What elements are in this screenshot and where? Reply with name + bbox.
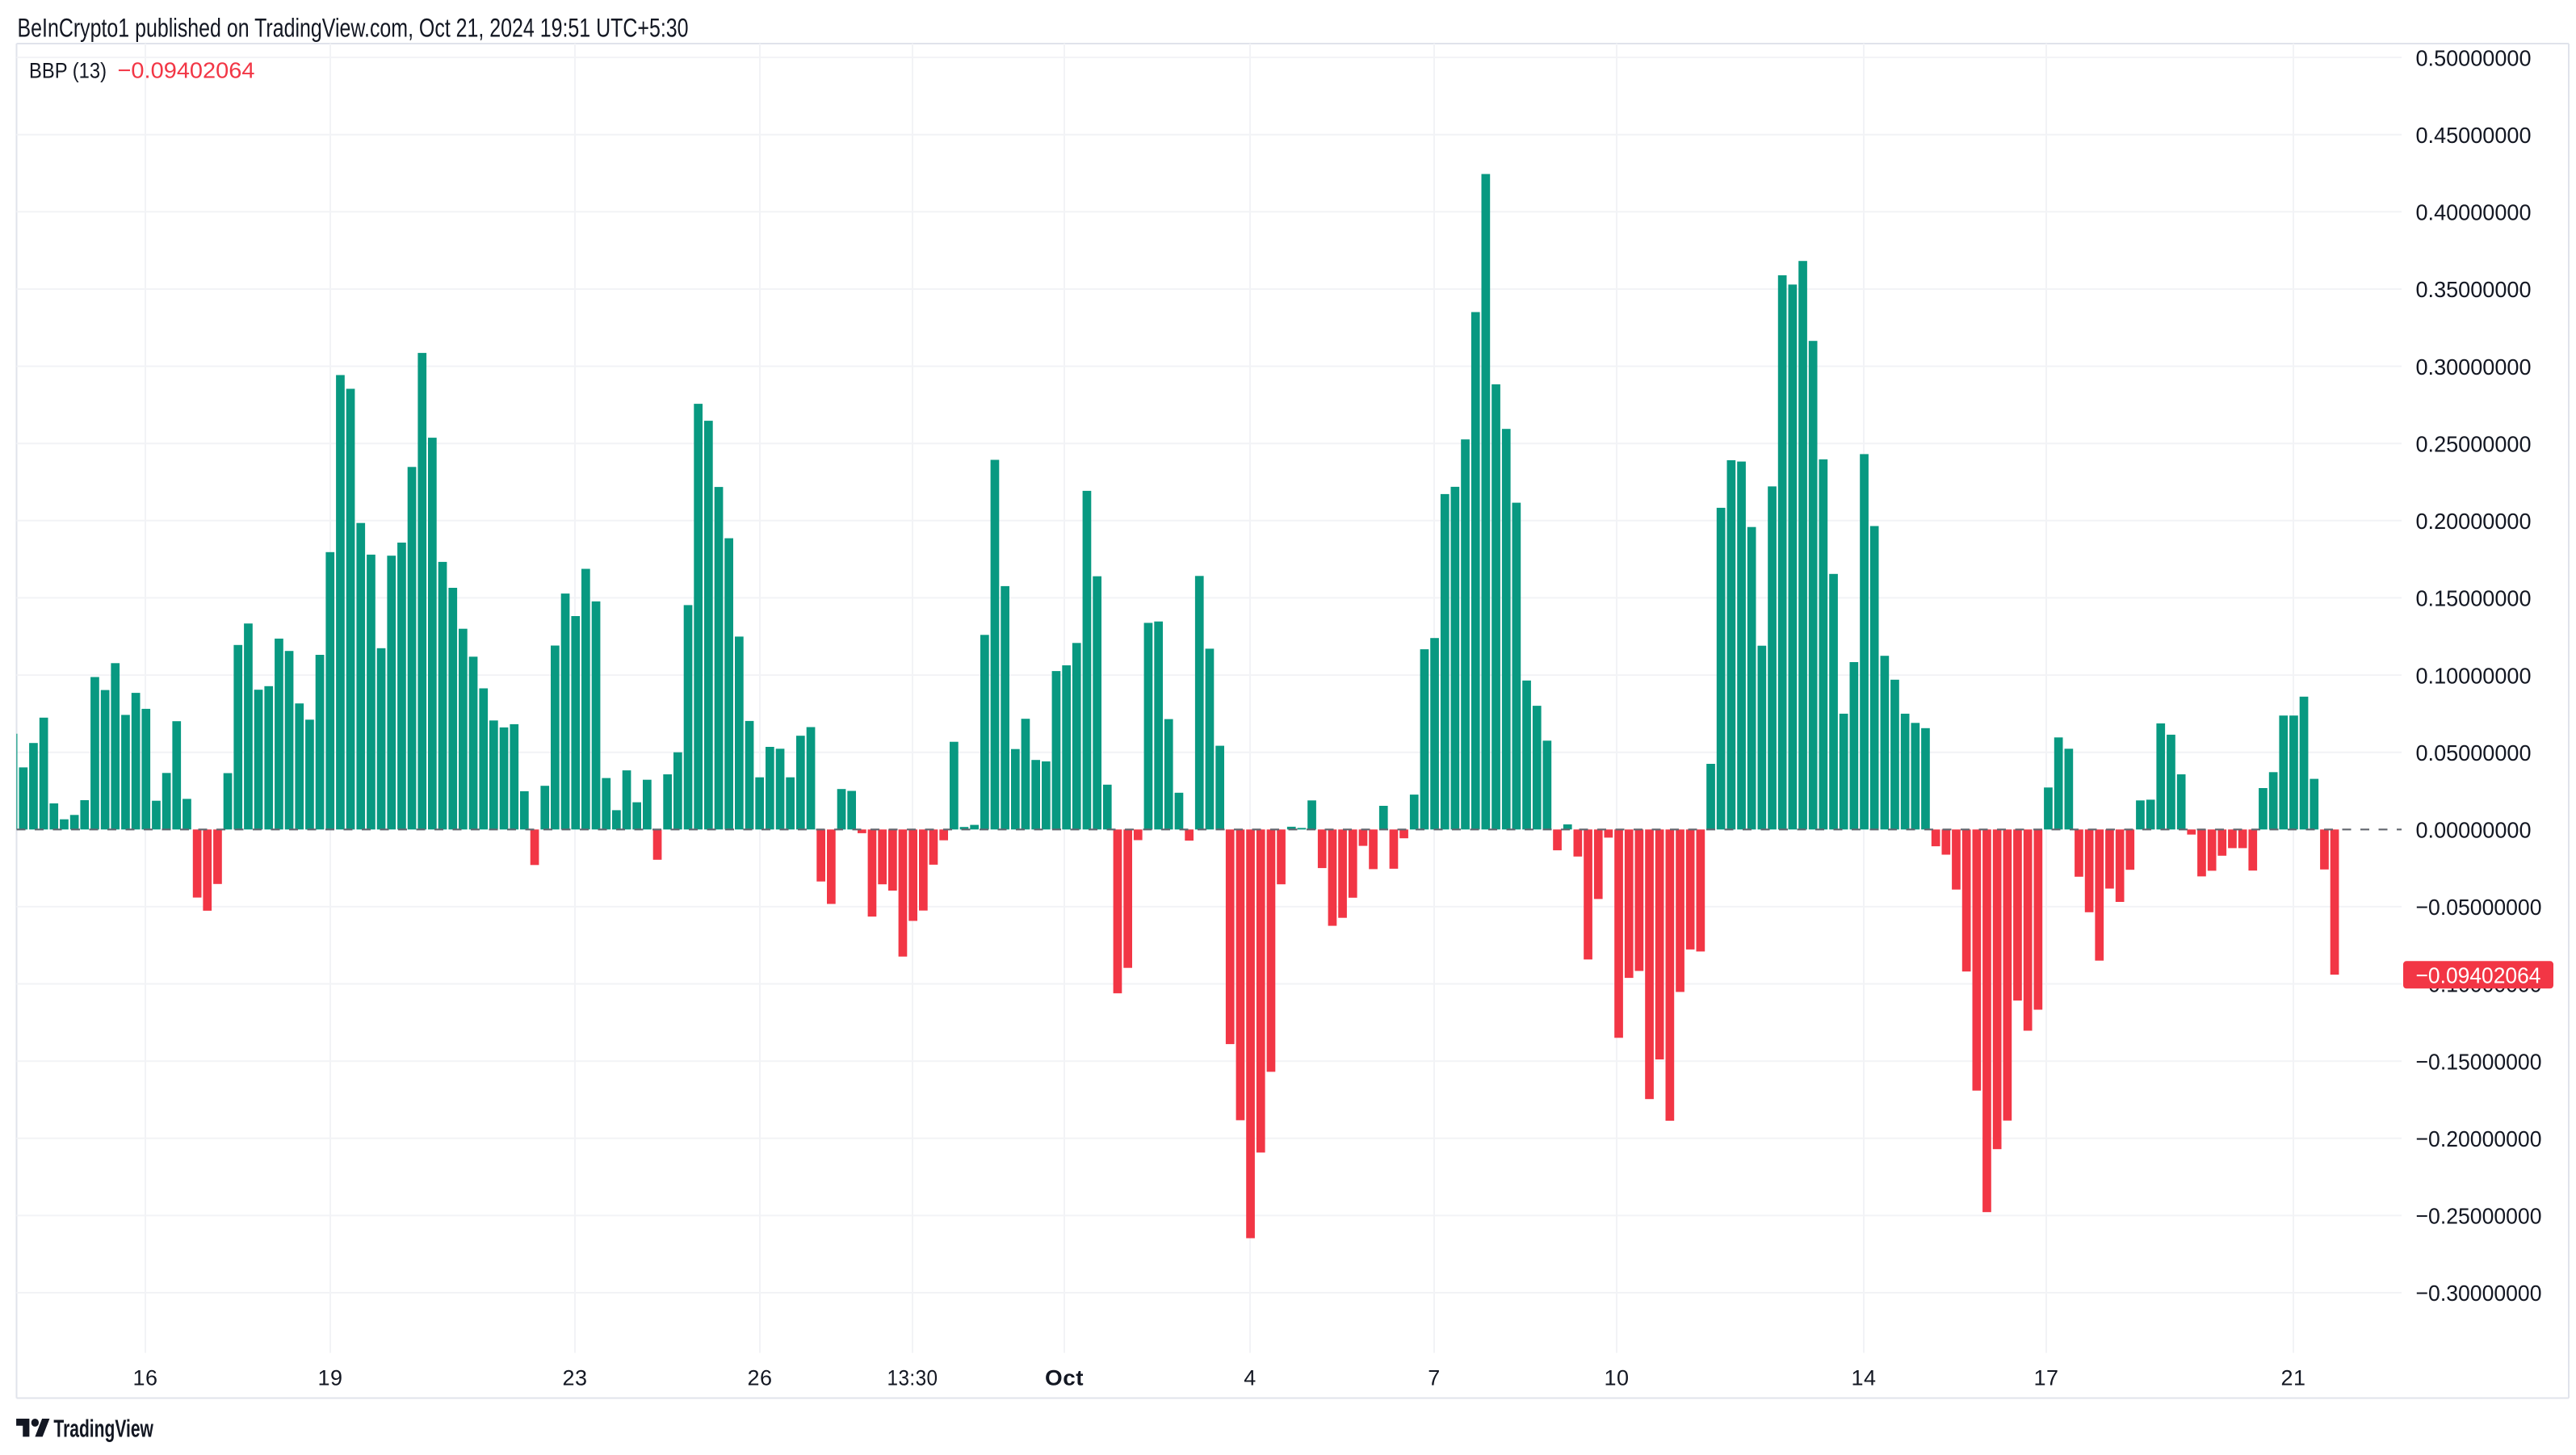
svg-text:Oct: Oct <box>1045 1366 1084 1390</box>
svg-text:0.30000000: 0.30000000 <box>2416 354 2532 379</box>
svg-text:13:30: 13:30 <box>887 1366 938 1390</box>
svg-text:0.50000000: 0.50000000 <box>2416 45 2532 70</box>
svg-text:−0.30000000: −0.30000000 <box>2416 1281 2542 1306</box>
svg-text:0.40000000: 0.40000000 <box>2416 200 2532 225</box>
svg-text:−0.15000000: −0.15000000 <box>2416 1049 2542 1074</box>
svg-text:0.35000000: 0.35000000 <box>2416 277 2532 302</box>
svg-text:−0.25000000: −0.25000000 <box>2416 1204 2542 1229</box>
svg-text:−0.09402064: −0.09402064 <box>118 58 255 83</box>
svg-text:14: 14 <box>1851 1366 1876 1390</box>
svg-text:0.10000000: 0.10000000 <box>2416 663 2532 688</box>
svg-text:−0.20000000: −0.20000000 <box>2416 1126 2542 1151</box>
svg-text:TradingView: TradingView <box>53 1414 153 1442</box>
svg-text:21: 21 <box>2280 1366 2305 1390</box>
svg-text:26: 26 <box>747 1366 772 1390</box>
svg-text:7: 7 <box>1428 1366 1441 1390</box>
svg-text:16: 16 <box>132 1366 157 1390</box>
svg-text:10: 10 <box>1604 1366 1629 1390</box>
svg-text:BeInCrypto1 published on Tradi: BeInCrypto1 published on TradingView.com… <box>18 14 689 43</box>
svg-text:−0.09402064: −0.09402064 <box>2416 962 2541 987</box>
svg-text:0.05000000: 0.05000000 <box>2416 740 2532 765</box>
svg-text:23: 23 <box>562 1366 587 1390</box>
svg-text:BBP (13): BBP (13) <box>29 59 107 83</box>
svg-text:0.25000000: 0.25000000 <box>2416 431 2532 456</box>
svg-text:0.45000000: 0.45000000 <box>2416 123 2532 148</box>
svg-text:4: 4 <box>1244 1366 1257 1390</box>
svg-text:0.00000000: 0.00000000 <box>2416 818 2532 843</box>
svg-text:−0.05000000: −0.05000000 <box>2416 895 2542 920</box>
svg-text:17: 17 <box>2033 1366 2058 1390</box>
svg-text:19: 19 <box>317 1366 342 1390</box>
svg-text:0.20000000: 0.20000000 <box>2416 509 2532 534</box>
svg-text:0.15000000: 0.15000000 <box>2416 586 2532 611</box>
